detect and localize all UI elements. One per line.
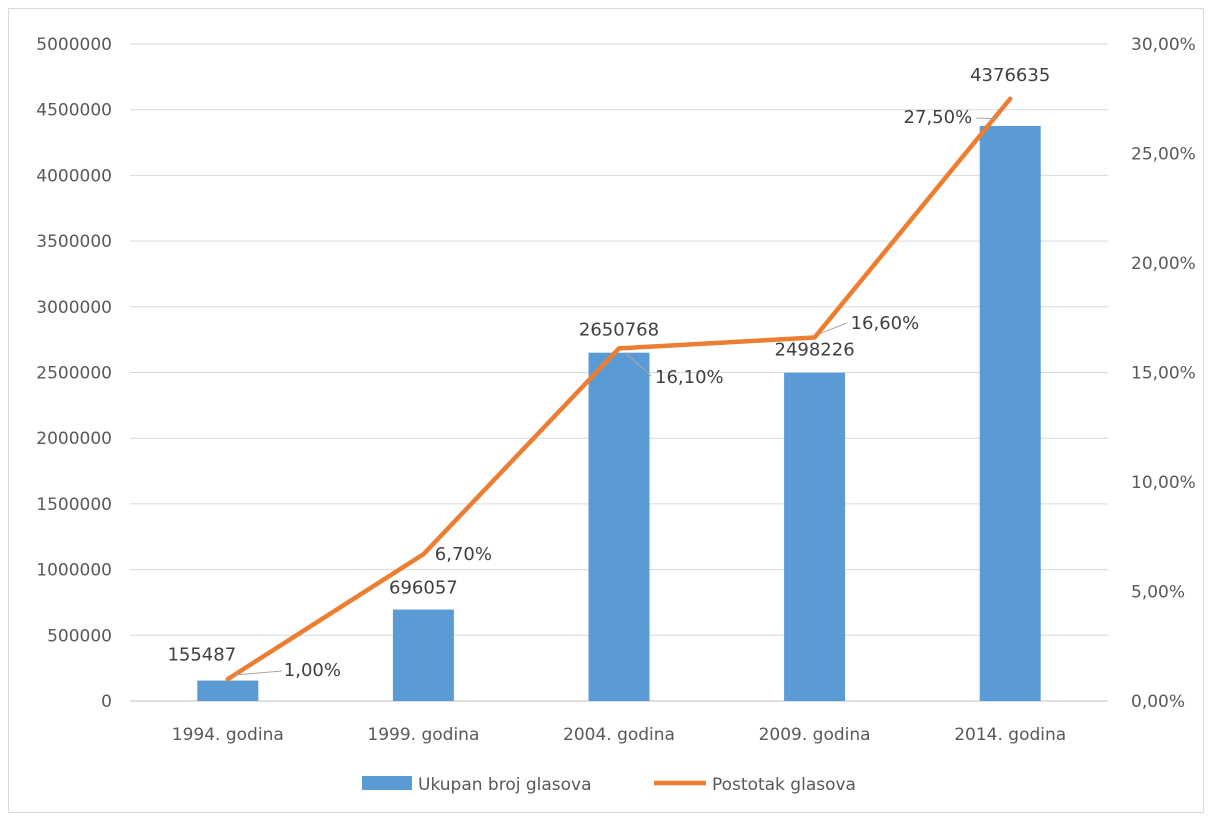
- line-data-label: 1,00%: [284, 660, 341, 681]
- right-tick-label: 20,00%: [1131, 254, 1196, 274]
- right-tick-label: 10,00%: [1131, 473, 1196, 493]
- bar-data-label: 2650768: [579, 320, 659, 341]
- leader-line: [976, 117, 999, 120]
- bar-data-label: 696057: [389, 578, 458, 599]
- right-tick-label: 25,00%: [1131, 145, 1196, 165]
- left-tick-label: 0: [101, 692, 112, 712]
- left-tick-label: 500000: [47, 626, 112, 646]
- right-axis-ticks: 0,00% 5,00% 10,00% 15,00% 20,00% 25,00% 30,00%: [1131, 35, 1196, 712]
- left-tick-label: 1000000: [36, 561, 112, 581]
- line-path: [225, 96, 1013, 682]
- leader-line: [624, 352, 652, 377]
- right-tick-label: 30,00%: [1131, 35, 1196, 55]
- bar: [784, 372, 846, 701]
- category-axis-ticks: 1994. godina 1999. godina 2004. godina 2009…: [172, 725, 1066, 745]
- bar: [588, 352, 650, 701]
- category-label: 2014. godina: [954, 725, 1066, 745]
- line-series: [225, 96, 1013, 682]
- right-tick-label: 0,00%: [1131, 692, 1185, 712]
- category-label: 1999. godina: [367, 725, 479, 745]
- bar-data-label: 2498226: [775, 340, 855, 361]
- left-tick-label: 2500000: [36, 364, 112, 384]
- bar: [979, 125, 1041, 702]
- data-labels: 155487 696057 2650768 2498226 4376635 1,00% 6,…: [167, 65, 1050, 681]
- left-tick-label: 5000000: [36, 35, 112, 55]
- left-tick-label: 4000000: [36, 166, 112, 186]
- line-data-label: 6,70%: [435, 544, 492, 565]
- left-tick-label: 2000000: [36, 429, 112, 449]
- bar-data-label: 155487: [167, 645, 236, 666]
- left-tick-label: 4500000: [36, 101, 112, 121]
- right-tick-label: 5,00%: [1131, 583, 1185, 603]
- category-label: 1994. godina: [172, 725, 284, 745]
- line-data-label: 16,60%: [851, 313, 920, 334]
- left-tick-label: 3500000: [36, 232, 112, 252]
- bar-series: [197, 125, 1041, 702]
- bar: [392, 609, 454, 701]
- legend-line-label: Postotak glasova: [712, 775, 856, 795]
- left-tick-label: 3000000: [36, 298, 112, 318]
- bar: [197, 680, 259, 701]
- right-tick-label: 15,00%: [1131, 364, 1196, 384]
- line-data-label: 27,50%: [904, 107, 973, 128]
- left-tick-label: 1500000: [36, 495, 112, 515]
- legend-bar-swatch: [362, 776, 412, 790]
- category-label: 2004. godina: [563, 725, 675, 745]
- line-data-label: 16,10%: [655, 367, 724, 388]
- leader-line: [820, 322, 847, 334]
- legend-bar-label: Ukupan broj glasova: [418, 775, 592, 795]
- category-label: 2009. godina: [759, 725, 871, 745]
- leader-line: [233, 670, 282, 676]
- bar-data-label: 4376635: [970, 65, 1050, 86]
- legend: Ukupan broj glasova Postotak glasova: [362, 775, 856, 795]
- left-axis-ticks: 0 500000 1000000 1500000 2000000 2500000 30000…: [36, 35, 112, 712]
